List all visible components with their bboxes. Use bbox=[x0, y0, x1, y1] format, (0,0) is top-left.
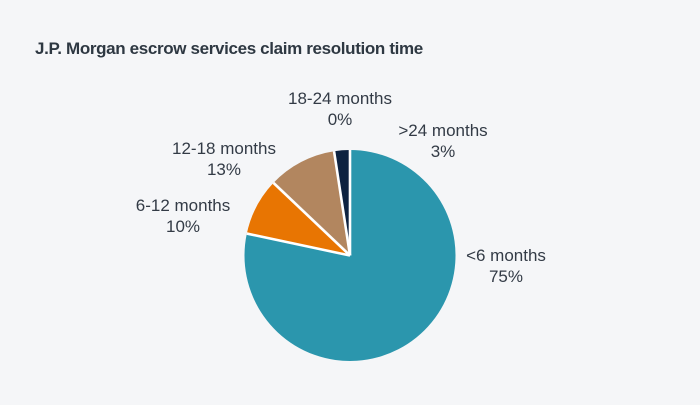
pie-slice-separator bbox=[272, 181, 351, 257]
chart-title: J.P. Morgan escrow services claim resolu… bbox=[35, 39, 423, 58]
pie-slice-separator bbox=[246, 232, 351, 257]
pie-label-6-12-months: 6-12 months 10% bbox=[136, 196, 231, 237]
pie-label-pct: 13% bbox=[206, 159, 242, 179]
pie-label-pct: 0% bbox=[327, 109, 353, 129]
pie-label-gt-24-months: >24 months 3% bbox=[398, 121, 487, 162]
pie-label-pct: 10% bbox=[165, 216, 201, 236]
pie-label-pct: 75% bbox=[488, 266, 524, 286]
pie-slice-12-18-months bbox=[273, 151, 350, 256]
pie-label-text: 12-18 months bbox=[172, 139, 276, 158]
pie-label-text: <6 months bbox=[466, 246, 546, 265]
pie-label-18-24-months: 18-24 months 0% bbox=[288, 89, 392, 130]
pie-label-text: 18-24 months bbox=[288, 89, 392, 108]
pie-label-pct: 3% bbox=[430, 141, 456, 161]
pie-label-text: >24 months bbox=[398, 121, 488, 140]
pie-label-text: 6-12 months bbox=[135, 196, 231, 215]
pie-slice-separator bbox=[332, 151, 352, 256]
pie-label-12-18-months: 12-18 months 13% bbox=[172, 139, 276, 180]
pie-label-lt-6-months: <6 months 75% bbox=[466, 246, 546, 287]
pie-slice-6-12-months bbox=[246, 182, 350, 256]
